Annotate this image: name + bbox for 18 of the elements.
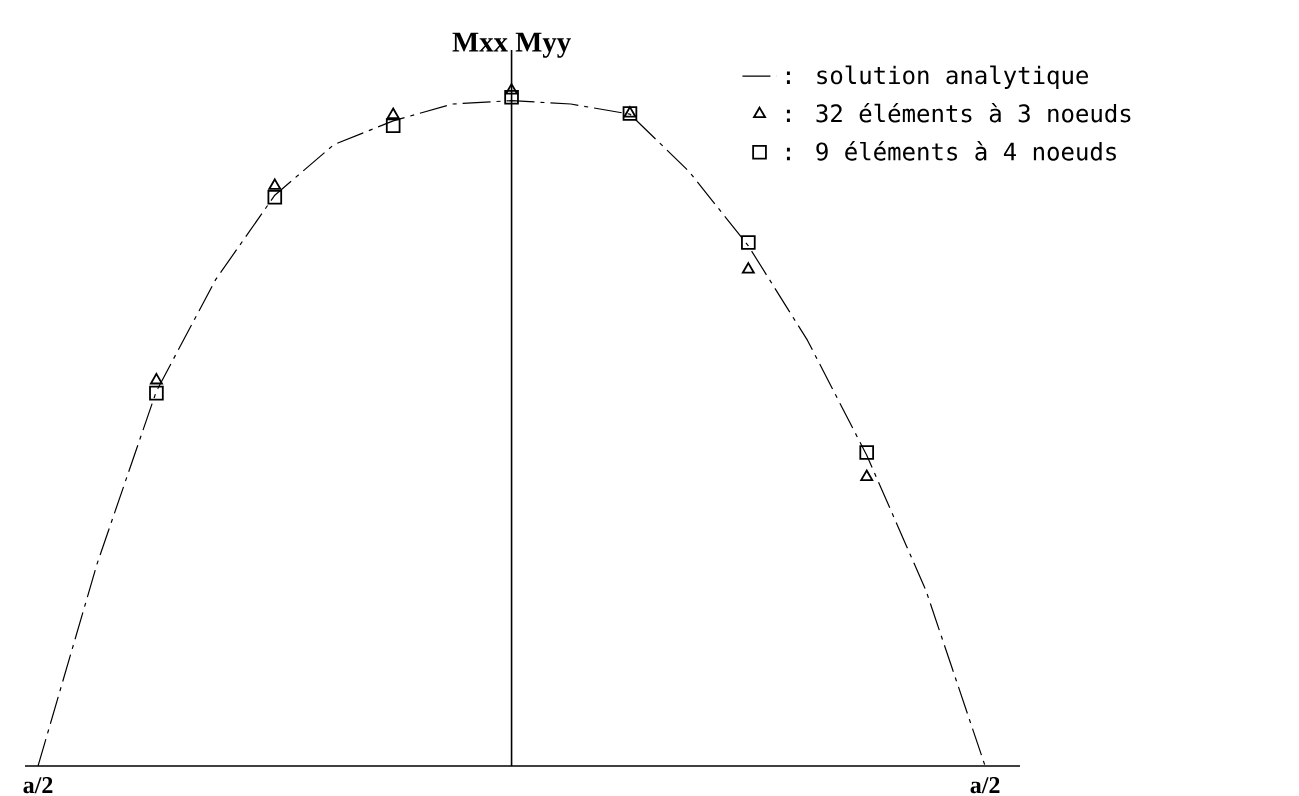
point bbox=[149, 372, 163, 385]
point bbox=[386, 107, 400, 119]
point bbox=[504, 89, 519, 105]
x-tick-label: a/2 bbox=[23, 777, 53, 794]
legend-label: : 9 éléments à 4 noeuds bbox=[786, 141, 1116, 161]
x-tick-label: a/2 bbox=[970, 777, 1000, 794]
point bbox=[741, 235, 756, 250]
point bbox=[860, 469, 874, 481]
point bbox=[741, 262, 755, 274]
point bbox=[268, 178, 282, 190]
point bbox=[859, 445, 875, 460]
legend-label: : 32 éléments à 3 noeuds bbox=[786, 102, 1131, 123]
point bbox=[385, 118, 401, 133]
point bbox=[149, 385, 164, 401]
y-axis-title: Mxx Myy bbox=[452, 32, 571, 58]
point bbox=[267, 189, 283, 205]
point bbox=[505, 83, 519, 95]
legend-label: : solution analytique bbox=[786, 65, 1088, 89]
